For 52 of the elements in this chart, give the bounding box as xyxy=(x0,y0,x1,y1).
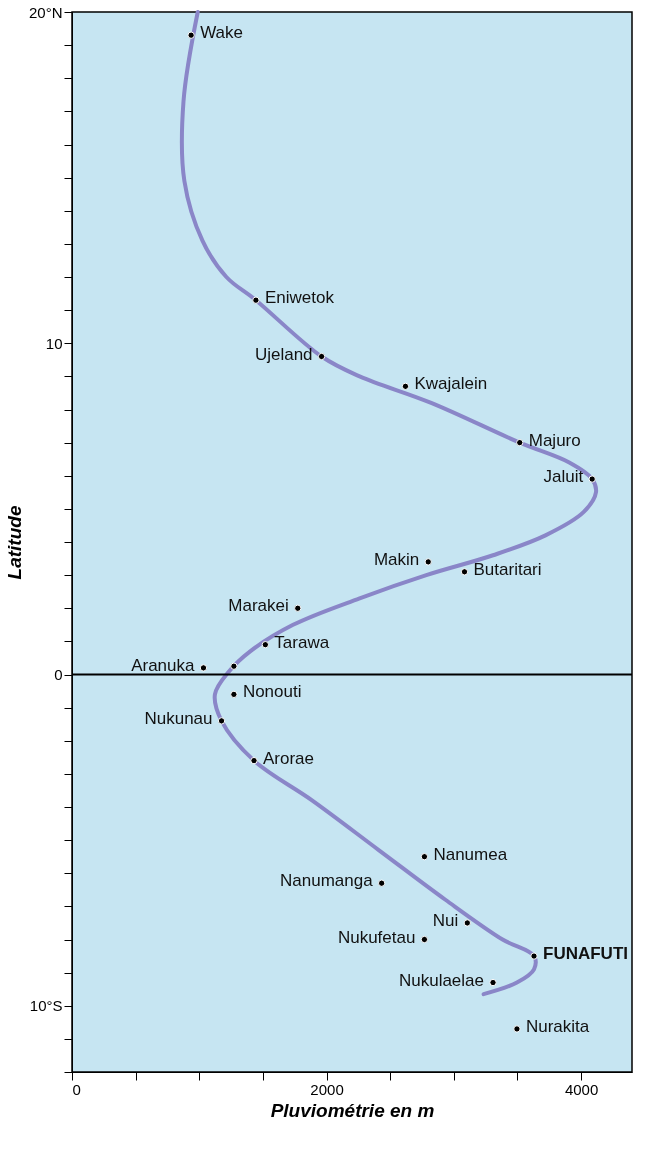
y-tick-label: 20°N xyxy=(28,3,63,21)
annotation: Wake xyxy=(200,23,243,43)
annotation: Aranuka xyxy=(131,655,196,675)
point xyxy=(424,558,432,566)
point xyxy=(513,1025,521,1033)
annotation: Nanumea xyxy=(433,844,508,864)
point xyxy=(250,756,258,765)
point xyxy=(294,604,302,612)
annotation: Nanumanga xyxy=(280,871,374,891)
point xyxy=(588,475,596,483)
annotation: Nui xyxy=(432,910,459,930)
annotation: Tarawa xyxy=(274,632,330,652)
y-tick-label: 10°S xyxy=(29,997,63,1015)
annotation: Makin xyxy=(373,549,420,569)
annotation: Ujeland xyxy=(254,344,313,364)
point xyxy=(463,919,471,927)
point xyxy=(230,690,238,699)
point xyxy=(530,952,538,960)
annotation: Nonouti xyxy=(242,682,302,702)
annotation: Nukufetau xyxy=(337,927,416,947)
y-tick-label: 10 xyxy=(45,334,63,352)
point xyxy=(230,662,238,670)
x-tick-label: 0 xyxy=(72,1080,81,1098)
annotation: Majuro xyxy=(528,430,581,450)
annotation: Marakei xyxy=(228,596,289,616)
annotation: Nurakita xyxy=(525,1016,590,1036)
point xyxy=(199,664,208,672)
annotation: Jaluit xyxy=(543,467,584,487)
annotation: Arorae xyxy=(263,748,315,768)
point xyxy=(401,382,410,390)
point xyxy=(317,352,326,361)
y-axis-title: Latitude xyxy=(3,505,25,580)
x-tick-label: 4000 xyxy=(564,1080,599,1098)
point xyxy=(489,978,497,987)
x-tick-label: 2000 xyxy=(310,1080,344,1098)
annotation: Kwajalein xyxy=(414,374,488,394)
annotation: Butaritari xyxy=(473,559,542,579)
point xyxy=(261,641,269,649)
point xyxy=(217,717,226,725)
point xyxy=(252,296,260,304)
annotation: Eniwetok xyxy=(264,288,335,308)
annotation: Nukulaelae xyxy=(398,970,485,990)
point xyxy=(420,853,429,861)
x-axis-title: Pluviométrie en m xyxy=(270,1099,435,1121)
point xyxy=(187,31,195,39)
point xyxy=(420,935,429,944)
point xyxy=(460,568,469,576)
y-tick-label: 0 xyxy=(54,666,63,683)
annotation: FUNAFUTI xyxy=(543,944,628,964)
point xyxy=(516,438,524,447)
point xyxy=(377,879,386,887)
annotation: Nukunau xyxy=(144,708,213,728)
